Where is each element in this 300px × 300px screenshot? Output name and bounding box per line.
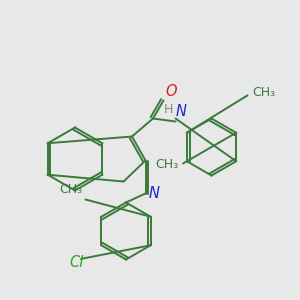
Text: O: O (166, 84, 177, 99)
Text: Cl: Cl (69, 255, 84, 270)
Text: CH₃: CH₃ (155, 158, 178, 172)
Text: N: N (149, 186, 160, 201)
Text: CH₃: CH₃ (252, 86, 275, 100)
Text: H: H (164, 103, 173, 116)
Text: N: N (176, 103, 187, 118)
Text: CH₃: CH₃ (59, 183, 82, 196)
